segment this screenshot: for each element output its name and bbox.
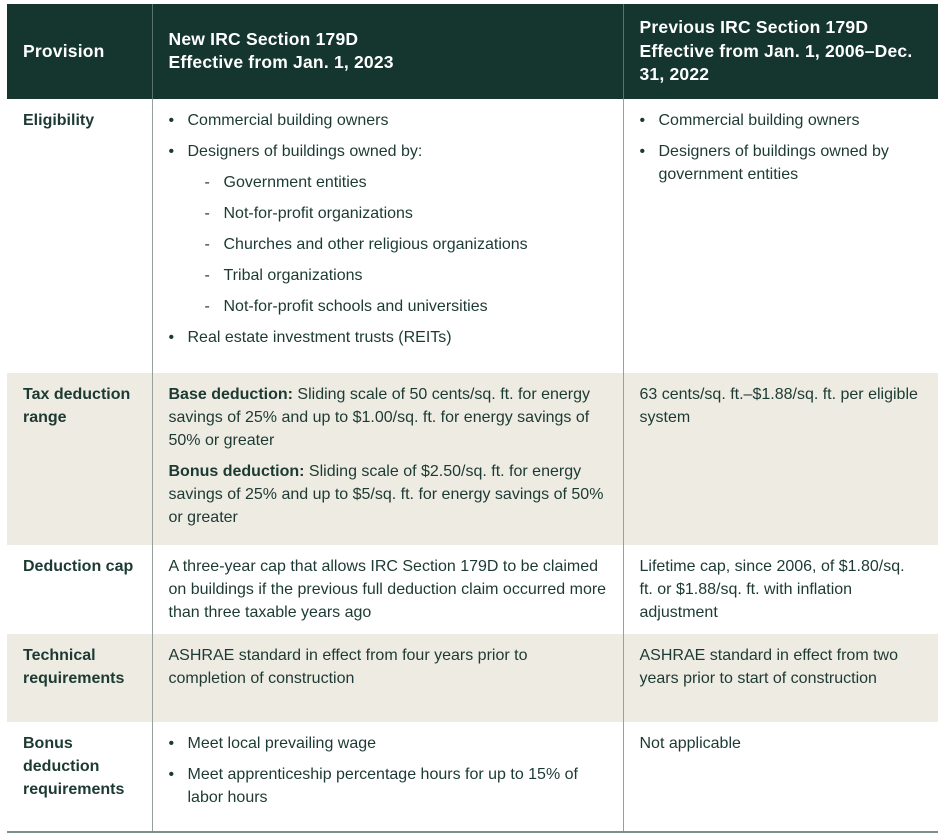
sub-list-item-text: Not-for-profit organizations (223, 204, 413, 222)
row-label: Deduction cap (23, 557, 134, 575)
dash-marker: - (204, 173, 210, 191)
sub-list-item: - Not-for-profit schools and universities (205, 295, 607, 318)
sub-list-item-text: Churches and other religious organizatio… (223, 235, 528, 253)
list-item: • Designers of buildings owned by governm… (640, 140, 923, 186)
comparison-table-container: Provision New IRC Section 179D Effective… (7, 4, 938, 833)
list-item-text: Meet local prevailing wage (187, 734, 377, 752)
table-row: Technical requirements ASHRAE standard in… (7, 633, 938, 722)
new-provision-cell: Base deduction: Sliding scale of 50 cent… (151, 372, 623, 545)
list-item: • Meet apprenticeship percentage hours fo… (169, 763, 607, 809)
list-item: • Real estate investment trusts (REITs) (169, 326, 607, 349)
table-row: Tax deduction range Base deduction: Slidi… (7, 372, 938, 545)
bullet-marker: • (168, 328, 175, 346)
previous-provision-cell: • Commercial building owners • Designers of… (622, 98, 938, 373)
row-label: Technical requirements (23, 646, 125, 687)
row-label: Eligibility (23, 111, 95, 129)
provision-cell: Tax deduction range (7, 372, 152, 545)
bullet-marker: • (168, 111, 175, 129)
provision-cell: Technical requirements (7, 633, 152, 722)
cell-text: ASHRAE standard in effect from four year… (168, 646, 528, 687)
cell-paragraph: Bonus deduction: Sliding scale of $2.50/… (169, 460, 607, 529)
list-item-text: Designers of buildings owned by: (187, 142, 423, 160)
new-provision-cell: ASHRAE standard in effect from four year… (151, 633, 623, 722)
sub-list-item-text: Not-for-profit schools and universities (223, 297, 488, 315)
table-row: Bonus deduction requirements • Meet local … (7, 721, 938, 832)
list-item-text: Real estate investment trusts (REITs) (187, 328, 452, 346)
header-new-section: New IRC Section 179D Effective from Jan.… (151, 4, 623, 99)
cell-text: Lifetime cap, since 2006, of $1.80/sq. f… (639, 557, 905, 621)
previous-provision-cell: Not applicable (622, 721, 938, 832)
header-previous-section: Previous IRC Section 179D Effective from… (622, 4, 938, 99)
cell-text: ASHRAE standard in effect from two years… (639, 646, 898, 687)
previous-provision-cell: Lifetime cap, since 2006, of $1.80/sq. f… (622, 544, 938, 634)
list-item-text: Commercial building owners (658, 111, 860, 129)
row-label: Bonus deduction requirements (23, 734, 125, 798)
bullet-list: • Commercial building owners • Designers of… (640, 109, 923, 186)
cell-text: A three-year cap that allows IRC Section… (168, 557, 607, 621)
irc-179d-comparison-table: Provision New IRC Section 179D Effective… (7, 4, 938, 833)
sub-list-item-text: Government entities (223, 173, 367, 191)
dash-marker: - (204, 235, 210, 253)
new-provision-cell: • Commercial building owners • Designers of… (151, 98, 623, 373)
paragraph-lead: Bonus deduction: (168, 462, 305, 480)
provision-cell: Eligibility (7, 98, 152, 373)
sub-list-item: - Tribal organizations (205, 264, 607, 287)
bullet-list: • Meet local prevailing wage • Meet apprent… (169, 732, 607, 809)
provision-cell: Bonus deduction requirements (7, 721, 152, 832)
cell-text: Not applicable (639, 734, 741, 752)
list-item-text: Designers of buildings owned by governme… (658, 142, 889, 183)
paragraph-text: Sliding scale of 50 cents/sq. ft. for en… (168, 385, 591, 449)
list-item: • Commercial building owners (169, 109, 607, 132)
sub-list-item: - Churches and other religious organizati… (205, 233, 607, 256)
sub-bullet-list: - Government entities - Not-for-profit orga… (205, 171, 607, 318)
cell-text: 63 cents/sq. ft.–$1.88/sq. ft. per eligi… (639, 385, 918, 426)
bullet-marker: • (168, 142, 175, 160)
sub-list-item-text: Tribal organizations (223, 266, 363, 284)
new-provision-cell: A three-year cap that allows IRC Section… (151, 544, 623, 634)
bullet-marker: • (639, 142, 646, 160)
bullet-marker: • (168, 765, 175, 783)
list-item: • Commercial building owners (640, 109, 923, 132)
previous-provision-cell: ASHRAE standard in effect from two years… (622, 633, 938, 722)
dash-marker: - (204, 266, 210, 284)
provision-cell: Deduction cap (7, 544, 152, 634)
header-provision: Provision (7, 4, 152, 99)
dash-marker: - (204, 204, 210, 222)
dash-marker: - (204, 297, 210, 315)
table-row: Deduction cap A three-year cap that allow… (7, 544, 938, 634)
header-row: Provision New IRC Section 179D Effective… (7, 4, 938, 99)
list-item: • Designers of buildings owned by: - Govern… (169, 140, 607, 318)
sub-list-item: - Government entities (205, 171, 607, 194)
list-item-text: Commercial building owners (187, 111, 389, 129)
list-item: • Meet local prevailing wage (169, 732, 607, 755)
bullet-list: • Commercial building owners • Designers of… (169, 109, 607, 349)
paragraph-lead: Base deduction: (168, 385, 293, 403)
cell-paragraph: Base deduction: Sliding scale of 50 cent… (169, 383, 607, 452)
bullet-marker: • (168, 734, 175, 752)
bullet-marker: • (639, 111, 646, 129)
table-row: Eligibility • Commercial building owners • D… (7, 98, 938, 373)
list-item-text: Meet apprenticeship percentage hours for… (187, 765, 578, 806)
sub-list-item: - Not-for-profit organizations (205, 202, 607, 225)
paragraph-text: Sliding scale of $2.50/sq. ft. for energ… (168, 462, 604, 526)
new-provision-cell: • Meet local prevailing wage • Meet apprent… (151, 721, 623, 832)
previous-provision-cell: 63 cents/sq. ft.–$1.88/sq. ft. per eligi… (622, 372, 938, 545)
row-label: Tax deduction range (23, 385, 131, 426)
